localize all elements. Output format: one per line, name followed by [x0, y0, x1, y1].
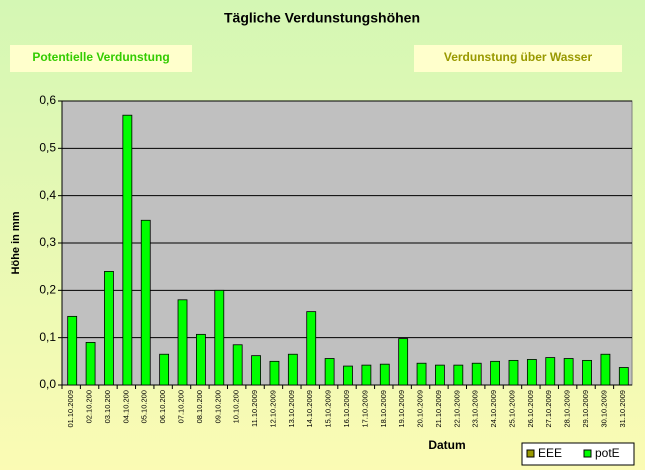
x-tick-label: 24.10.2009 — [489, 390, 498, 428]
y-tick-label: 0,1 — [39, 330, 56, 344]
x-tick-label: 06.10.200 — [158, 390, 167, 423]
y-tick-label: 0,0 — [39, 377, 56, 391]
bar — [416, 362, 427, 386]
bar — [508, 359, 519, 386]
bar — [67, 315, 78, 386]
x-tick-label: 05.10.200 — [140, 390, 149, 423]
annotation: Verdunstung über Wasser — [444, 50, 593, 64]
bar — [196, 333, 206, 386]
annotation-box — [414, 45, 622, 72]
bar — [379, 363, 390, 386]
y-tick-label: 0,6 — [39, 93, 56, 107]
x-tick-label: 03.10.200 — [103, 390, 112, 423]
x-tick-label: 18.10.2009 — [379, 390, 388, 428]
bar — [600, 353, 611, 386]
bar — [582, 359, 592, 386]
x-tick-label: 07.10.200 — [177, 390, 186, 423]
x-tick-label: 08.10.200 — [195, 390, 204, 423]
legend — [521, 442, 635, 466]
x-tick-label: 15.10.2009 — [324, 390, 333, 428]
bar — [563, 358, 574, 386]
x-tick-label: 09.10.200 — [213, 390, 222, 423]
x-tick-label: 27.10.2009 — [544, 390, 553, 428]
x-tick-label: 13.10.2009 — [287, 390, 296, 428]
x-tick-label: 19.10.2009 — [397, 390, 406, 428]
bar — [618, 367, 629, 386]
bar — [140, 219, 151, 386]
x-tick-label: 22.10.2009 — [452, 390, 461, 428]
y-tick-label: 0,3 — [39, 235, 56, 249]
bar — [526, 359, 537, 386]
legend-swatch — [583, 449, 592, 458]
x-tick-label: 12.10.2009 — [268, 390, 277, 428]
bar — [122, 114, 133, 386]
x-tick-label: 30.10.2009 — [599, 390, 608, 428]
x-tick-label: 28.10.2009 — [563, 390, 572, 428]
bar — [269, 360, 280, 386]
bar — [159, 353, 170, 386]
annotation-box — [10, 45, 192, 72]
bar — [324, 358, 335, 386]
x-tick-label: 04.10.200 — [121, 390, 130, 423]
bar — [453, 364, 464, 386]
x-tick-label: 01.10.2009 — [66, 390, 75, 428]
x-tick-label: 20.10.2009 — [416, 390, 425, 428]
bar — [343, 365, 353, 386]
x-tick-label: 10.10.200 — [232, 390, 241, 423]
x-tick-label: 26.10.2009 — [526, 390, 535, 428]
x-tick-label: 11.10.2009 — [250, 390, 259, 427]
bar — [104, 270, 114, 386]
y-tick-label: 0,2 — [39, 283, 56, 297]
bar — [398, 338, 409, 386]
x-tick-label: 31.10.2009 — [618, 390, 627, 428]
bar — [214, 289, 225, 386]
bar — [361, 364, 372, 386]
x-tick-label: 29.10.2009 — [581, 390, 590, 428]
bar — [85, 341, 96, 386]
x-tick-label: 16.10.2009 — [342, 390, 351, 428]
x-axis-title: Datum — [428, 438, 465, 452]
chart-title: Tägliche Verdunstungshöhen — [224, 10, 420, 26]
bar — [471, 362, 482, 386]
bar — [251, 355, 261, 386]
legend-swatch — [526, 449, 535, 458]
y-tick-label: 0,5 — [39, 141, 56, 155]
bar — [435, 364, 445, 386]
legend-label: EEE — [538, 446, 562, 460]
x-tick-label: 25.10.2009 — [507, 390, 516, 428]
bar — [232, 344, 243, 386]
legend-label: potE — [595, 446, 620, 460]
x-tick-label: 23.10.2009 — [471, 390, 480, 428]
bar — [545, 357, 556, 386]
y-tick-label: 0,4 — [39, 188, 56, 202]
annotation: Potentielle Verdunstung — [32, 50, 169, 64]
y-axis-title: Höhe in mm — [10, 211, 22, 274]
bar — [287, 353, 298, 386]
x-tick-label: 02.10.200 — [85, 390, 94, 423]
x-tick-label: 17.10.2009 — [360, 390, 369, 428]
bar — [490, 360, 500, 386]
x-tick-label: 14.10.2009 — [305, 390, 314, 428]
bar — [306, 311, 317, 386]
x-tick-label: 21.10.2009 — [434, 390, 443, 428]
bar — [177, 299, 188, 386]
